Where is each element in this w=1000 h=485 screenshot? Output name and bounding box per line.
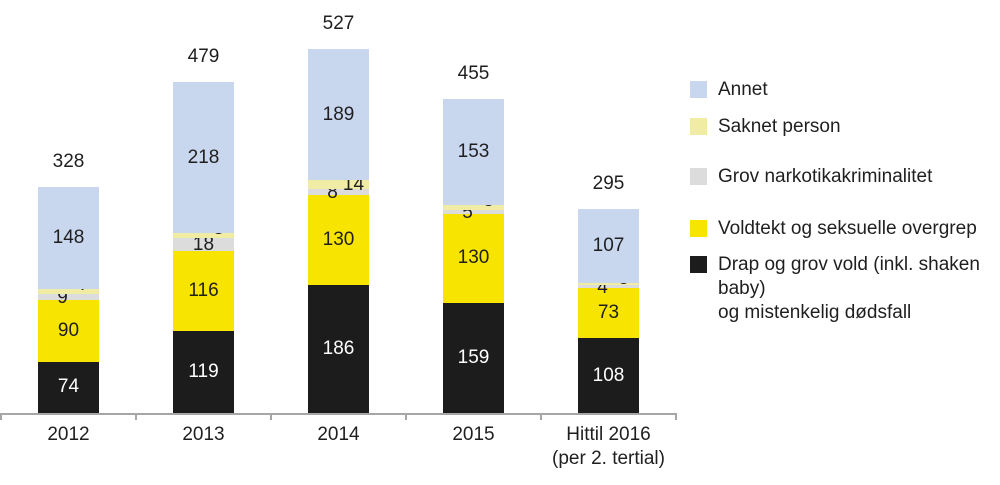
bar-segment <box>578 283 639 286</box>
bar-segment <box>308 284 369 413</box>
bar-segment <box>578 285 639 289</box>
bar-total-label: 527 <box>322 13 355 35</box>
bar-segment <box>173 238 234 251</box>
segment-value-label: 130 <box>457 247 490 269</box>
segment-value-label: 130 <box>322 228 355 250</box>
segment-value-label: 186 <box>322 337 355 359</box>
x-axis-tick <box>675 413 677 420</box>
bar-segment <box>38 288 99 294</box>
segment-value-label: 148 <box>52 226 85 248</box>
segment-value-label: 153 <box>457 140 490 162</box>
x-axis-category-label: 2013 <box>136 423 271 447</box>
x-axis-tick <box>0 413 2 420</box>
x-axis-category-label: 2015 <box>406 423 541 447</box>
x-axis-tick <box>270 413 272 420</box>
segment-value-label: 119 <box>188 360 219 382</box>
bar-segment <box>173 82 234 233</box>
bar-segment <box>38 299 99 362</box>
segment-value-label: 218 <box>187 146 220 168</box>
segment-value-label: 116 <box>188 279 219 301</box>
x-axis-category-line: 2015 <box>452 424 495 445</box>
bar-total-label: 295 <box>592 173 625 195</box>
bar-total-label: 455 <box>457 63 490 85</box>
segment-value-label: 8 <box>327 182 338 204</box>
x-axis-category-line: (per 2. tertial) <box>552 448 665 469</box>
x-axis-category-line: 2012 <box>47 424 90 445</box>
segment-value-label: 5 <box>462 201 473 223</box>
bar-segment <box>38 361 99 413</box>
bar-segment <box>443 303 504 413</box>
segment-value-label: 9 <box>57 286 68 308</box>
segment-value-label: 73 <box>597 302 620 324</box>
bar-segment <box>443 213 504 304</box>
segment-value-label: 159 <box>457 347 490 369</box>
x-axis-line <box>1 413 676 415</box>
x-axis-tick <box>405 413 407 420</box>
bar-segment <box>173 232 234 239</box>
bar-segment <box>443 204 504 211</box>
bar-segment <box>578 288 639 339</box>
bar-segment <box>578 209 639 284</box>
bar-segment <box>308 49 369 180</box>
x-axis-category-label: Hittil 2016 (per 2. tertial) <box>541 423 676 471</box>
segment-value-label: 90 <box>57 319 80 341</box>
bar-segment <box>308 179 369 190</box>
bar-segment <box>443 210 504 214</box>
bar-segment <box>173 330 234 413</box>
x-axis-category-label: 2014 <box>271 423 406 447</box>
bar-total-label: 328 <box>52 150 85 172</box>
segment-value-label: 108 <box>592 364 625 386</box>
bar-segment <box>38 186 99 289</box>
bar-segment <box>173 250 234 331</box>
x-axis-tick <box>540 413 542 420</box>
segment-value-label: 18 <box>192 233 215 255</box>
x-axis-category-label: 2012 <box>1 423 136 447</box>
segment-value-label: 4 <box>597 276 608 298</box>
bar-segment <box>308 189 369 195</box>
bar-segment <box>308 194 369 285</box>
x-axis-category-line: 2013 <box>182 424 225 445</box>
bar-total-label: 479 <box>187 46 220 68</box>
x-axis-category-line: Hittil 2016 <box>566 424 651 445</box>
bar-segment <box>38 293 99 300</box>
x-axis-tick <box>135 413 137 420</box>
segment-value-label: 189 <box>322 103 355 125</box>
x-axis-category-line: 2014 <box>317 424 360 445</box>
bar-segment <box>443 99 504 205</box>
segment-value-label: 74 <box>57 376 80 398</box>
segment-value-label: 107 <box>592 235 625 257</box>
bar-segment <box>578 338 639 413</box>
